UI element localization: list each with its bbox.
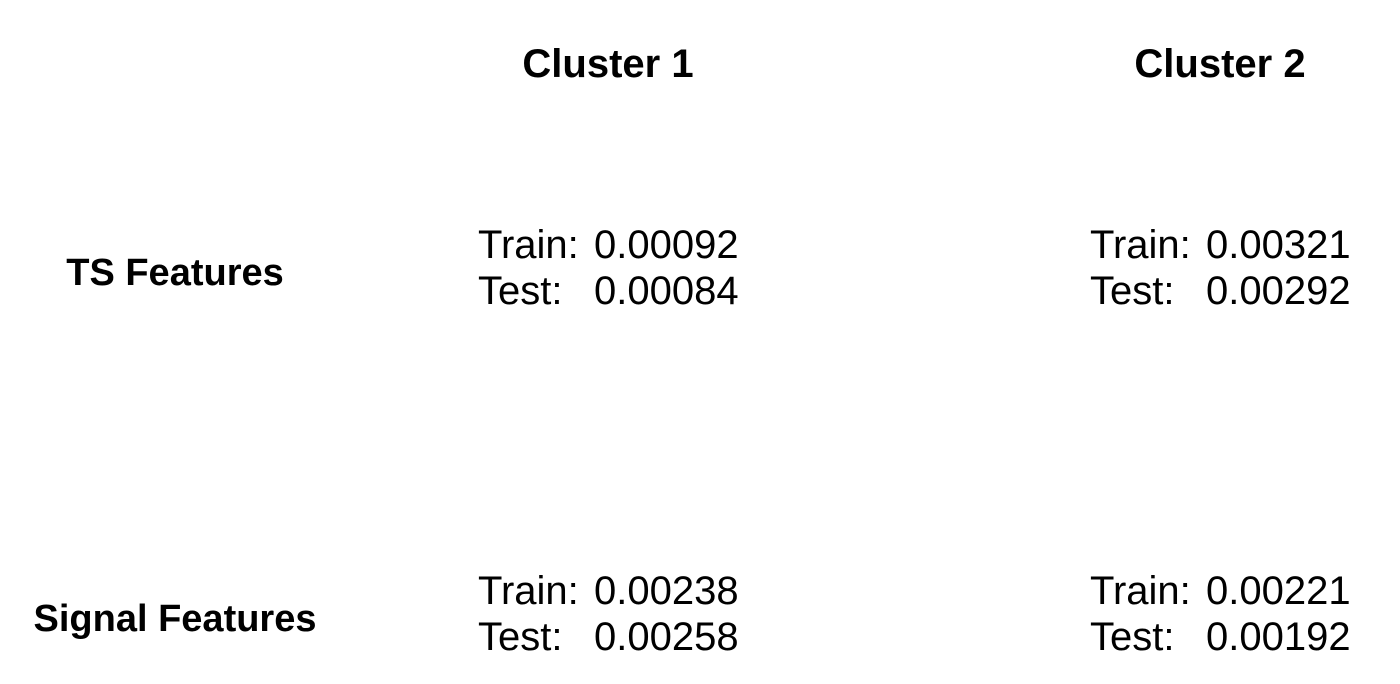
train-value: 0.00092: [594, 223, 739, 267]
row-header-signal-features: Signal Features: [33, 598, 317, 640]
test-label: Test:: [1090, 615, 1175, 659]
train-line: Train: 0.00238: [478, 568, 739, 614]
test-value: 0.00192: [1206, 615, 1351, 659]
train-value: 0.00321: [1206, 223, 1351, 267]
train-value: 0.00238: [594, 569, 739, 613]
test-value: 0.00084: [594, 269, 739, 313]
table-cell-signal-cluster-2: Train: 0.00221 Test: 0.00192: [1090, 568, 1351, 660]
test-value: 0.00292: [1206, 269, 1351, 313]
test-line: Test: 0.00292: [1090, 268, 1351, 314]
train-value: 0.00221: [1206, 569, 1351, 613]
train-line: Train: 0.00092: [478, 222, 739, 268]
test-label: Test:: [478, 615, 563, 659]
train-label: Train:: [478, 223, 579, 267]
train-line: Train: 0.00221: [1090, 568, 1351, 614]
column-header-cluster-2: Cluster 2: [1134, 42, 1306, 86]
train-line: Train: 0.00321: [1090, 222, 1351, 268]
table-cell-ts-cluster-1: Train: 0.00092 Test: 0.00084: [478, 222, 739, 314]
train-label: Train:: [1090, 223, 1191, 267]
test-line: Test: 0.00258: [478, 614, 739, 660]
test-line: Test: 0.00192: [1090, 614, 1351, 660]
table-cell-ts-cluster-2: Train: 0.00321 Test: 0.00292: [1090, 222, 1351, 314]
test-label: Test:: [478, 269, 563, 313]
test-value: 0.00258: [594, 615, 739, 659]
table-cell-signal-cluster-1: Train: 0.00238 Test: 0.00258: [478, 568, 739, 660]
column-header-cluster-1: Cluster 1: [522, 42, 694, 86]
test-label: Test:: [1090, 269, 1175, 313]
train-label: Train:: [1090, 569, 1191, 613]
train-label: Train:: [478, 569, 579, 613]
row-header-ts-features: TS Features: [66, 252, 284, 294]
test-line: Test: 0.00084: [478, 268, 739, 314]
